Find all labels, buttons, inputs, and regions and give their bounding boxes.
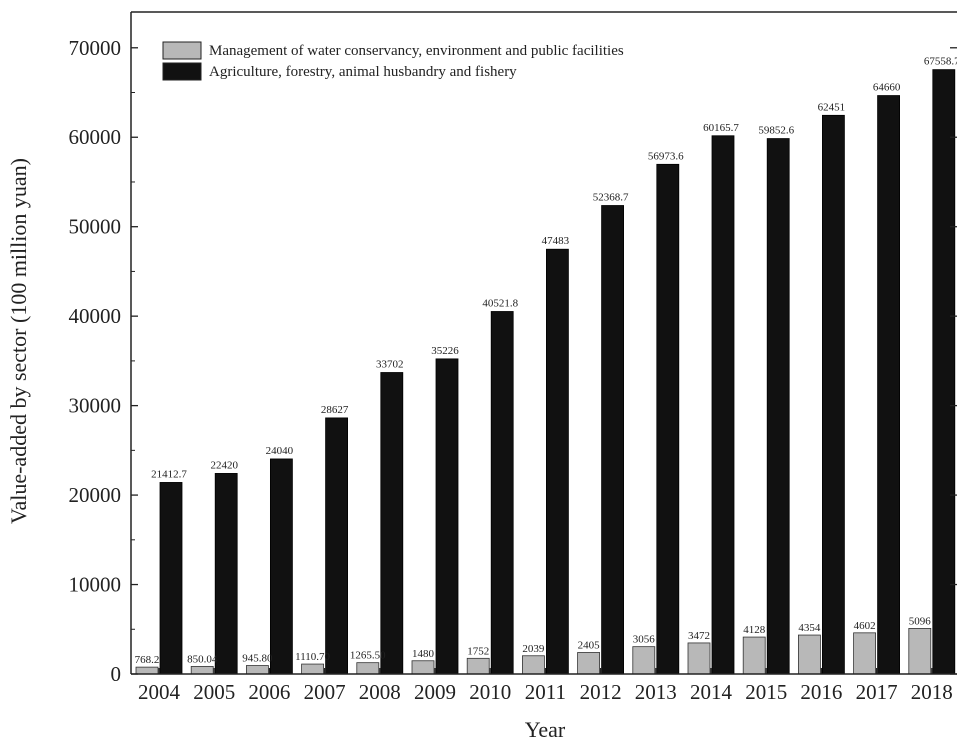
x-tick-label: 2012 xyxy=(580,680,622,704)
bar-agriculture xyxy=(435,358,459,675)
bar-water-management xyxy=(466,657,490,675)
data-label-water-management: 4128 xyxy=(743,624,766,636)
x-tick-label: 2014 xyxy=(690,680,733,704)
bar-agriculture xyxy=(546,248,569,675)
bar-water-management xyxy=(577,652,600,675)
data-label-agriculture: 67558.7 xyxy=(924,56,957,68)
data-label-water-management: 1265.50 xyxy=(350,650,386,662)
legend: Management of water conservancy, environ… xyxy=(162,41,624,81)
bars-layer xyxy=(135,69,956,675)
data-label-agriculture: 60165.7 xyxy=(703,122,739,134)
bar-agriculture xyxy=(877,95,900,675)
bar-agriculture xyxy=(932,69,956,675)
data-label-water-management: 1752 xyxy=(467,645,489,657)
axes-layer: 0 10000 20000 30000 40000 50000 60000 70000 2004… xyxy=(69,11,957,704)
x-tick-label: 2006 xyxy=(248,680,290,704)
y-tick-label: 30000 xyxy=(69,394,122,418)
bar-water-management xyxy=(742,636,766,675)
data-label-agriculture: 22420 xyxy=(210,459,238,471)
data-label-water-management: 2405 xyxy=(578,639,601,651)
data-label-agriculture: 35226 xyxy=(431,345,459,357)
x-tick-label: 2011 xyxy=(525,680,566,704)
data-label-water-management: 4354 xyxy=(798,622,821,634)
y-tick-label: 50000 xyxy=(69,215,122,239)
x-axis-title: Year xyxy=(525,717,566,742)
bar-water-management xyxy=(356,662,380,675)
legend-label: Management of water conservancy, environ… xyxy=(209,43,624,59)
x-tick-label: 2010 xyxy=(469,680,511,704)
y-tick-label: 0 xyxy=(111,662,122,686)
x-tick-label: 2008 xyxy=(359,680,401,704)
bar-agriculture xyxy=(601,205,624,675)
x-tick-label: 2017 xyxy=(856,680,898,704)
bar-water-management xyxy=(411,660,435,675)
data-labels-layer: 768.2 21412.7 850.04 22420 945.80 24040 1110.7… xyxy=(135,56,957,667)
bar-water-management xyxy=(853,632,876,675)
data-label-agriculture: 47483 xyxy=(542,235,570,247)
bar-agriculture xyxy=(325,417,349,675)
bar-agriculture xyxy=(159,482,183,675)
data-label-agriculture: 52368.7 xyxy=(593,192,629,204)
y-tick-label: 40000 xyxy=(69,304,122,328)
x-tick-label: 2015 xyxy=(745,680,787,704)
data-label-water-management: 768.2 xyxy=(135,654,160,666)
data-label-water-management: 5096 xyxy=(909,615,932,627)
y-axis-title: Value-added by sector (100 million yuan) xyxy=(6,158,31,524)
legend-swatch xyxy=(162,41,202,60)
y-tick-label: 70000 xyxy=(69,36,122,60)
bar-water-management xyxy=(632,646,656,675)
bar-water-management xyxy=(190,665,214,675)
bar-water-management xyxy=(245,665,269,675)
data-label-agriculture: 28627 xyxy=(321,404,349,416)
y-tick-label: 10000 xyxy=(69,573,122,597)
bar-agriculture xyxy=(766,138,790,675)
x-tick-label: 2018 xyxy=(911,680,953,704)
bar-agriculture xyxy=(822,114,845,675)
data-label-agriculture: 59852.6 xyxy=(758,125,794,137)
x-tick-label: 2009 xyxy=(414,680,456,704)
bar-water-management xyxy=(687,642,711,675)
data-label-water-management: 1480 xyxy=(412,648,435,660)
bar-agriculture xyxy=(490,311,514,675)
x-tick-label: 2013 xyxy=(635,680,677,704)
bar-agriculture xyxy=(711,135,735,675)
bar-water-management xyxy=(301,663,325,675)
data-label-agriculture: 24040 xyxy=(266,445,294,457)
data-label-agriculture: 33702 xyxy=(376,359,404,371)
y-tick-label: 60000 xyxy=(69,125,122,149)
data-label-water-management: 850.04 xyxy=(187,653,218,665)
x-tick-label: 2005 xyxy=(193,680,235,704)
x-tick-label: 2007 xyxy=(304,680,346,704)
bar-water-management xyxy=(798,634,821,675)
legend-swatch xyxy=(162,62,202,81)
data-label-water-management: 3472 xyxy=(688,630,710,642)
bar-water-management xyxy=(908,628,932,675)
data-label-agriculture: 62451 xyxy=(818,101,846,113)
legend-label: Agriculture, forestry, animal husbandry … xyxy=(209,64,517,80)
data-label-agriculture: 40521.8 xyxy=(482,297,518,309)
bar-agriculture xyxy=(214,473,238,675)
data-label-agriculture: 56973.6 xyxy=(648,150,684,162)
bar-water-management xyxy=(135,666,159,675)
data-label-water-management: 3056 xyxy=(633,634,656,646)
data-label-agriculture: 64660 xyxy=(873,82,901,94)
x-tick-label: 2016 xyxy=(800,680,842,704)
bar-agriculture xyxy=(269,458,293,675)
bar-agriculture xyxy=(380,372,404,675)
data-label-agriculture: 21412.7 xyxy=(151,468,187,480)
x-tick-label: 2004 xyxy=(138,680,181,704)
data-label-water-management: 4602 xyxy=(854,620,876,632)
data-label-water-management: 1110.70 xyxy=(295,651,330,663)
bar-water-management xyxy=(522,655,545,675)
bar-agriculture xyxy=(656,163,680,675)
data-label-water-management: 945.80 xyxy=(242,653,273,665)
y-tick-label: 20000 xyxy=(69,483,122,507)
data-label-water-management: 2039 xyxy=(522,643,545,655)
